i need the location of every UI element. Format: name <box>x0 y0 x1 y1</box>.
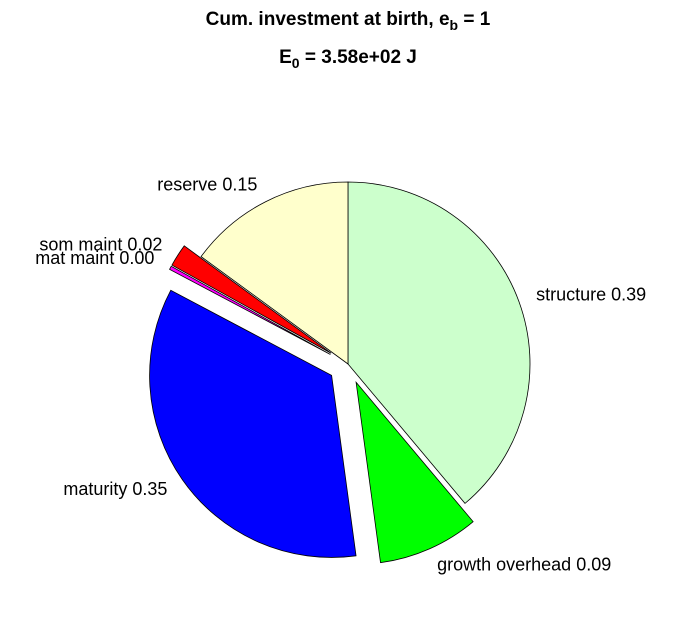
slice-label: structure 0.39 <box>536 284 646 304</box>
pie-slice <box>149 289 357 558</box>
slice-value: 0.15 <box>222 174 257 194</box>
slice-name: som maint <box>39 234 122 254</box>
slice-value: 0.09 <box>576 554 611 574</box>
title-sub: b <box>450 17 459 33</box>
pie-slice <box>347 181 531 504</box>
slice-value: 0.39 <box>611 284 646 304</box>
title-after: = 1 <box>458 9 491 30</box>
pie-slice <box>355 380 474 564</box>
slice-label: reserve 0.15 <box>157 174 257 194</box>
slice-value: 0.35 <box>132 479 167 499</box>
slice-label: mat maint 0.00 <box>35 248 154 268</box>
slice-name: growth overhead <box>437 554 571 574</box>
chart-subtitle: E0 = 3.58e+02 J <box>279 47 417 71</box>
slice-label: maturity 0.35 <box>63 479 167 499</box>
title-text: Cum. investment at birth, e <box>206 9 450 30</box>
slice-label: som maint 0.02 <box>39 234 162 254</box>
pie-slice <box>169 265 331 355</box>
slice-label: growth overhead 0.09 <box>437 554 611 574</box>
chart-title: Cum. investment at birth, eb = 1 <box>206 9 491 33</box>
pie-slice <box>200 181 349 365</box>
subtitle-after: = 3.58e+02 J <box>300 47 417 68</box>
slice-name: mat maint <box>35 248 114 268</box>
subtitle-text: E <box>279 47 292 68</box>
slice-name: structure <box>536 284 606 304</box>
slice-name: maturity <box>63 479 127 499</box>
slice-value: 0.00 <box>119 248 154 268</box>
slice-name: reserve <box>157 174 217 194</box>
pie-slice <box>171 245 332 354</box>
subtitle-sub: 0 <box>292 55 300 71</box>
slice-value: 0.02 <box>127 234 162 254</box>
